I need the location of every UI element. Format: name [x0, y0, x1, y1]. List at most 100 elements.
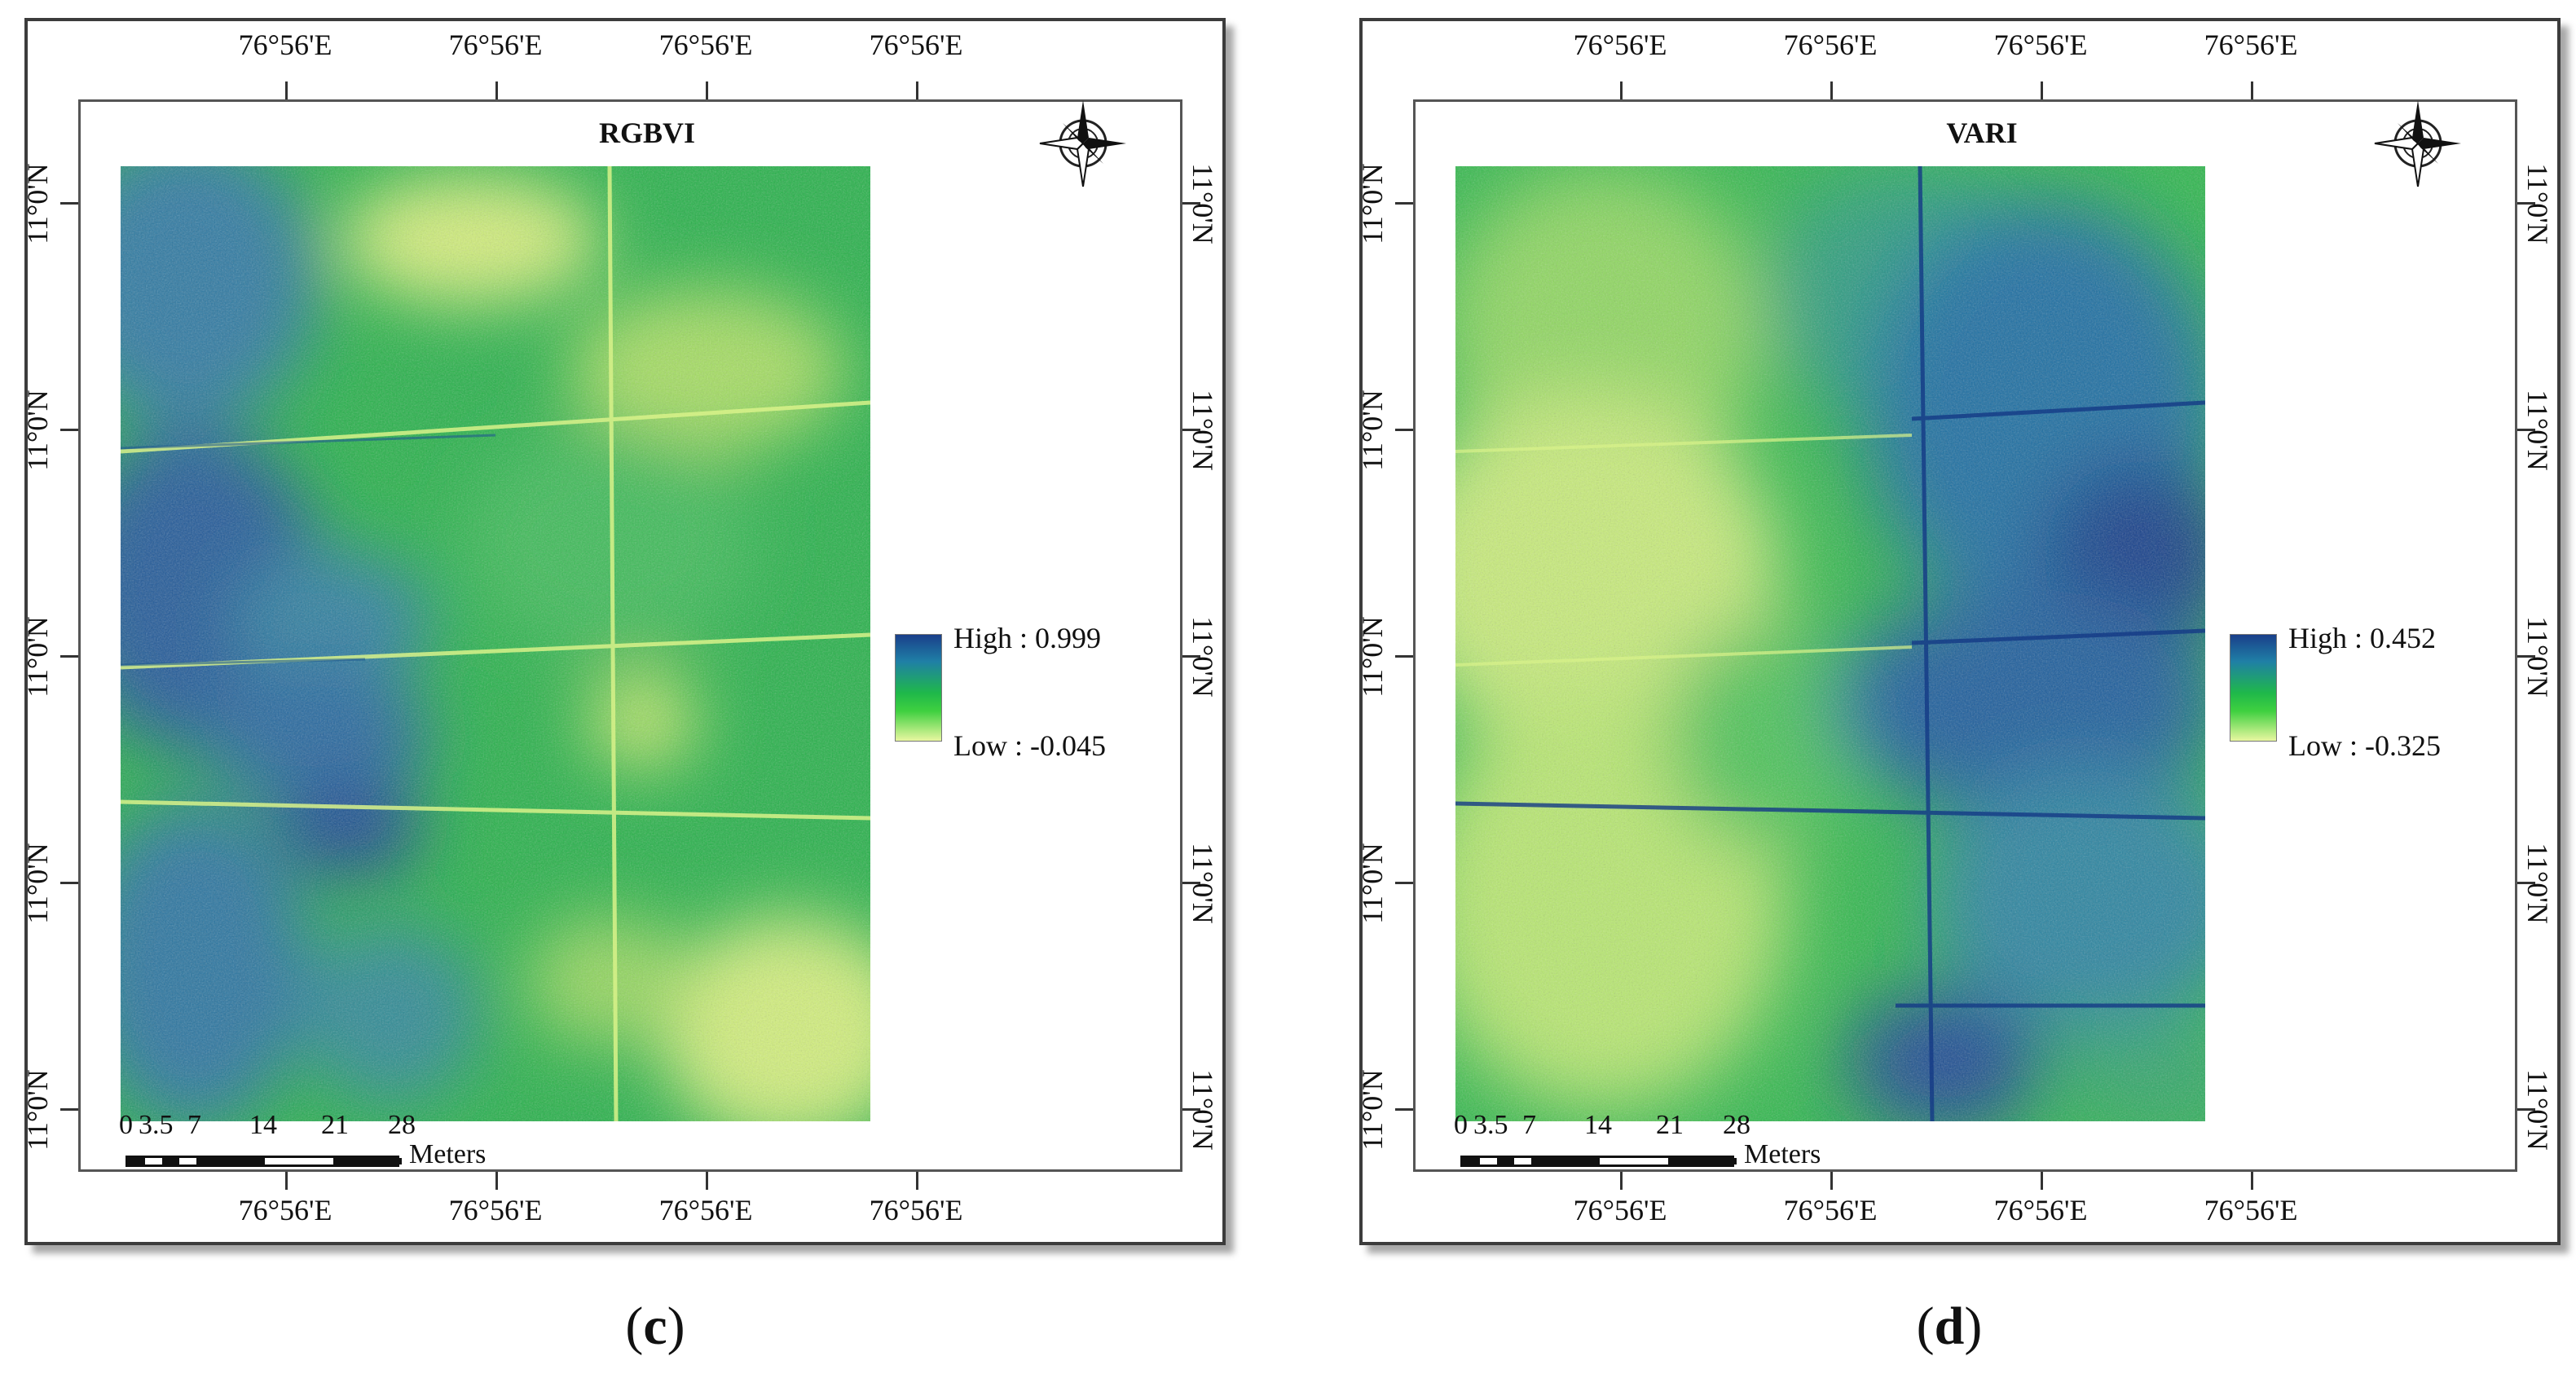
scale-segment [162, 1158, 179, 1164]
lat-label-right: 11°0'N [1187, 616, 1219, 698]
lat-tick [60, 1108, 78, 1111]
lon-label-top: 76°56'E [1783, 29, 1878, 61]
legend-high-label: High : 0.999 [953, 622, 1102, 654]
lon-tick [1620, 81, 1623, 99]
lat-tick [60, 655, 78, 658]
scale-label: 7 [187, 1110, 201, 1140]
scale-segment [128, 1158, 145, 1164]
lat-tick [1182, 882, 1200, 884]
lat-label-right: 11°0'N [2521, 390, 2554, 471]
map-title: RGBVI [598, 117, 696, 149]
lat-tick [1395, 429, 1413, 431]
scale-segment [196, 1158, 265, 1164]
lat-tick [2517, 882, 2535, 884]
raster-image [121, 166, 870, 1121]
lon-label-top: 76°56'E [448, 29, 543, 61]
scale-bar [125, 1156, 402, 1167]
map-neatline [1413, 99, 2517, 1172]
index-raster-rgbvi [121, 166, 870, 1121]
lon-tick [1620, 1172, 1623, 1190]
lon-tick [706, 81, 708, 99]
legend-low-label: Low : -0.325 [2288, 729, 2441, 762]
caption-d: (d) [1868, 1296, 2031, 1358]
legend-low-label: Low : -0.045 [953, 729, 1106, 762]
scale-segment [1531, 1158, 1600, 1164]
lat-label-left: 11°0'N [1356, 1069, 1389, 1151]
scale-label: 21 [1656, 1110, 1684, 1140]
lon-tick [495, 81, 498, 99]
lon-label-top: 76°56'E [2204, 29, 2298, 61]
lon-label-bottom: 76°56'E [658, 1194, 753, 1226]
lat-tick [1182, 429, 1200, 431]
lat-label-left: 11°0'N [21, 843, 54, 924]
map-panel-rgbvi: 76°56'E 76°56'E 76°56'E 76°56'E 76°56'E … [21, 18, 1226, 1245]
lat-label-right: 11°0'N [1187, 390, 1219, 471]
caption-letter: c [643, 1297, 667, 1356]
scale-unit-label: Meters [409, 1139, 487, 1169]
lon-tick [916, 81, 918, 99]
lat-label-left: 11°0'N [21, 616, 54, 698]
lat-tick [1395, 882, 1413, 884]
caption-paren: ) [1964, 1297, 1983, 1356]
index-raster-vari [1455, 166, 2205, 1121]
lat-label-right: 11°0'N [2521, 1069, 2554, 1151]
lat-tick [1395, 655, 1413, 658]
lat-label-left: 11°0'N [1356, 163, 1389, 244]
scale-label: 0 [1454, 1110, 1468, 1140]
scale-label: 0 [119, 1110, 133, 1140]
lon-label-top: 76°56'E [238, 29, 332, 61]
lat-label-right: 11°0'N [2521, 616, 2554, 698]
lat-label-left: 11°0'N [21, 1069, 54, 1151]
scale-label: 7 [1522, 1110, 1536, 1140]
lon-label-top: 76°56'E [658, 29, 753, 61]
scale-label: 14 [249, 1110, 277, 1140]
scale-label: 14 [1584, 1110, 1612, 1140]
lat-label-right: 11°0'N [2521, 163, 2554, 244]
scale-bar [1460, 1156, 1737, 1167]
north-arrow-icon [1039, 100, 1126, 187]
lat-tick [60, 429, 78, 431]
lat-tick [2517, 655, 2535, 658]
lon-tick [495, 1172, 498, 1190]
lon-tick [285, 81, 288, 99]
lon-tick [2041, 1172, 2043, 1190]
legend-color-ramp [2230, 634, 2277, 742]
scale-label: 28 [388, 1110, 416, 1140]
lon-tick [916, 1172, 918, 1190]
lon-tick [285, 1172, 288, 1190]
lat-tick [60, 202, 78, 205]
map-title: VARI [1946, 117, 2018, 149]
lat-tick [1395, 202, 1413, 205]
lon-tick [1830, 81, 1833, 99]
raster-image [1455, 166, 2205, 1121]
lat-tick [60, 882, 78, 884]
lat-tick [2517, 202, 2535, 205]
lon-label-top: 76°56'E [1993, 29, 2088, 61]
lat-label-left: 11°0'N [1356, 616, 1389, 698]
lon-tick [2041, 81, 2043, 99]
lon-label-bottom: 76°56'E [1783, 1194, 1878, 1226]
lat-tick [2517, 1108, 2535, 1111]
lon-label-bottom: 76°56'E [2204, 1194, 2298, 1226]
scale-segment [333, 1158, 402, 1164]
lat-tick [1182, 202, 1200, 205]
caption-c: (c) [574, 1296, 737, 1358]
lon-tick [2251, 81, 2253, 99]
lon-label-bottom: 76°56'E [1573, 1194, 1667, 1226]
map-neatline [78, 99, 1182, 1172]
scale-segment [1668, 1158, 1737, 1164]
caption-paren: ) [667, 1297, 685, 1356]
legend-color-ramp [895, 634, 942, 742]
lon-label-bottom: 76°56'E [238, 1194, 332, 1226]
caption-paren: ( [625, 1297, 644, 1356]
lat-tick [1182, 1108, 1200, 1111]
lon-label-bottom: 76°56'E [1993, 1194, 2088, 1226]
lat-label-right: 11°0'N [2521, 843, 2554, 924]
lon-label-top: 76°56'E [1573, 29, 1667, 61]
lat-label-right: 11°0'N [1187, 1069, 1219, 1151]
lat-tick [1395, 1108, 1413, 1111]
lat-label-left: 11°0'N [21, 390, 54, 471]
caption-paren: ( [1916, 1297, 1935, 1356]
north-arrow-icon [2374, 100, 2461, 187]
caption-letter: d [1934, 1297, 1965, 1356]
